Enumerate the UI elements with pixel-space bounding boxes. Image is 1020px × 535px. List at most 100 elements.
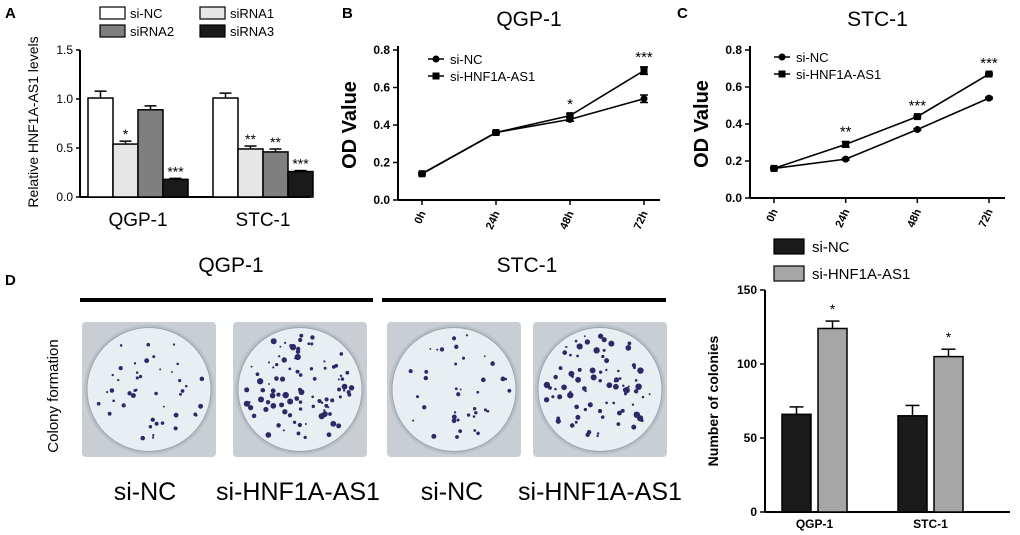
group-underline-qgp1 xyxy=(80,298,373,302)
colony xyxy=(584,339,591,345)
colony xyxy=(551,395,555,399)
panel-letter-b: B xyxy=(342,5,353,22)
bar xyxy=(817,327,848,513)
colony xyxy=(590,374,597,381)
legend-marker xyxy=(432,72,440,80)
colony xyxy=(569,353,572,357)
legend-swatch xyxy=(199,24,226,38)
photo-group-label-qgp1: QGP-1 xyxy=(198,254,263,277)
colony xyxy=(243,400,250,407)
y-tick-label: 0.4 xyxy=(373,118,390,132)
legend-marker xyxy=(778,70,786,78)
colony xyxy=(507,388,512,393)
colony xyxy=(622,384,625,387)
data-point xyxy=(913,113,921,121)
well-label-3: si-NC xyxy=(421,478,484,506)
colony xyxy=(159,368,162,371)
colony xyxy=(458,429,463,434)
x-tick-label: 72h xyxy=(632,209,651,232)
well-label-2: si-HNF1A-AS1 xyxy=(216,478,380,506)
colony xyxy=(574,339,578,343)
y-tick-label: 1.5 xyxy=(56,43,73,57)
category-label: STC-1 xyxy=(236,210,291,231)
colony xyxy=(119,344,123,347)
colony xyxy=(431,433,437,439)
y-tick-label: 0.6 xyxy=(373,81,390,95)
colony xyxy=(456,392,461,397)
colony xyxy=(466,413,471,417)
colony xyxy=(631,424,637,430)
colony xyxy=(596,432,600,435)
colony xyxy=(118,365,123,371)
well-label-1: si-NC xyxy=(114,478,177,506)
colony xyxy=(648,393,651,396)
colony xyxy=(574,404,579,410)
colony xyxy=(436,348,439,351)
colony xyxy=(465,334,469,337)
data-point xyxy=(640,67,648,75)
colony xyxy=(587,402,593,408)
colony xyxy=(480,377,486,383)
colony xyxy=(282,409,288,415)
colony xyxy=(455,435,459,439)
panel-letter-a: A xyxy=(5,5,16,22)
bar xyxy=(287,170,314,198)
colony xyxy=(504,377,508,381)
colony xyxy=(292,420,297,424)
y-axis-label: Relative HNF1A-AS1 levels xyxy=(25,36,41,207)
x-tick-label: 72h xyxy=(977,207,996,230)
category-label: QGP-1 xyxy=(796,517,834,531)
colony xyxy=(260,387,265,393)
colony xyxy=(422,405,427,410)
colony-photo-panel: Colony formation QGP-1 STC-1 si-NC si-HN… xyxy=(45,254,682,506)
colony xyxy=(633,389,639,394)
colony xyxy=(173,412,179,418)
colony xyxy=(328,412,332,416)
colony xyxy=(146,342,151,347)
colony xyxy=(317,398,322,404)
legend-marker xyxy=(778,53,786,61)
x-tick-label: 48h xyxy=(558,209,577,232)
colony xyxy=(605,368,608,372)
colony xyxy=(298,373,303,377)
data-point xyxy=(985,70,993,78)
colony xyxy=(130,393,136,399)
colony xyxy=(576,354,579,358)
legend-swatch xyxy=(773,265,805,282)
colony xyxy=(604,358,610,364)
significance-label: ** xyxy=(245,131,256,147)
colony xyxy=(256,378,264,385)
colony xyxy=(247,404,254,411)
colony xyxy=(625,345,632,351)
significance-label: * xyxy=(946,329,952,345)
colony xyxy=(198,403,204,409)
bar xyxy=(212,97,239,198)
colony xyxy=(311,404,315,409)
colony xyxy=(462,356,466,360)
colony xyxy=(272,366,275,369)
y-tick-label: 0.8 xyxy=(725,43,742,57)
colony xyxy=(138,374,143,379)
colony xyxy=(631,403,635,406)
y-tick-label: 0.0 xyxy=(373,193,390,207)
colony xyxy=(304,423,307,425)
colony xyxy=(599,370,603,374)
y-tick-label: 0.0 xyxy=(725,191,742,205)
colony xyxy=(117,378,120,382)
significance-label: * xyxy=(567,96,573,113)
legend-label: siRNA1 xyxy=(230,6,274,21)
colony xyxy=(424,369,429,374)
colony xyxy=(296,346,301,352)
colony xyxy=(309,367,314,371)
colony xyxy=(275,362,279,367)
colony xyxy=(255,372,260,377)
colony xyxy=(135,371,139,374)
colony xyxy=(565,345,568,349)
colony xyxy=(459,388,462,391)
colony xyxy=(562,350,568,355)
bar xyxy=(262,151,289,198)
colony xyxy=(627,385,630,388)
colony xyxy=(553,374,558,380)
colony xyxy=(180,389,185,393)
colony xyxy=(597,409,603,414)
